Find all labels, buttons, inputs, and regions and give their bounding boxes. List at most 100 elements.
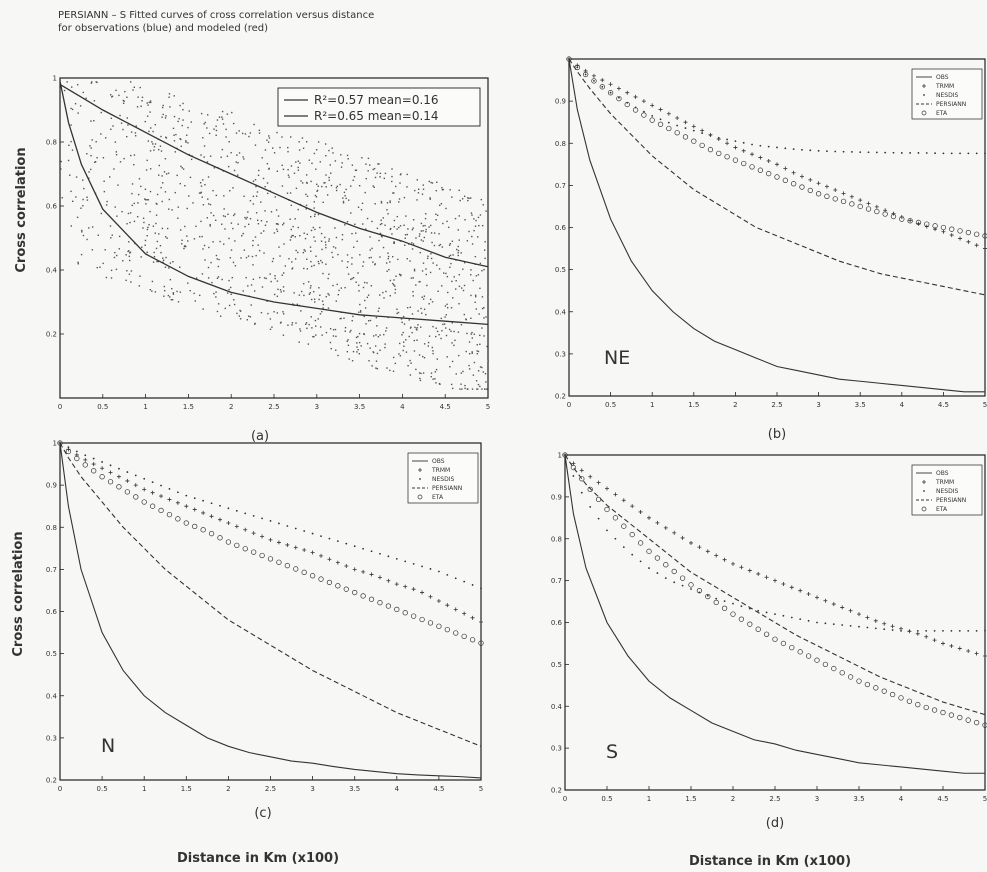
scatter-point (303, 283, 305, 285)
scatter-point (111, 96, 113, 98)
scatter-point (163, 289, 166, 292)
scatter-point (303, 249, 305, 251)
series-trmm-marker (226, 521, 231, 526)
scatter-point (364, 299, 366, 302)
scatter-point (86, 153, 88, 155)
legend-trmm-swatch (418, 468, 422, 472)
legend-eta-swatch (921, 110, 927, 116)
scatter-point (346, 266, 348, 269)
scatter-point (273, 293, 276, 296)
x-tick-label: 0 (567, 401, 571, 409)
scatter-point (162, 261, 164, 264)
scatter-point (454, 339, 456, 342)
scatter-point (310, 229, 313, 232)
scatter-point (423, 343, 426, 345)
scatter-point (344, 330, 346, 332)
scatter-point (435, 382, 437, 384)
scatter-point (294, 258, 297, 260)
scatter-point (476, 350, 478, 352)
scatter-point (328, 238, 330, 240)
legend-nesdis-swatch (419, 478, 421, 480)
scatter-point (290, 204, 293, 207)
series-trmm-marker (344, 564, 349, 569)
scatter-point (320, 232, 323, 235)
scatter-point (163, 295, 165, 297)
series-eta-marker (974, 231, 980, 237)
scatter-point (389, 369, 391, 372)
scatter-point (469, 352, 471, 355)
scatter-point (275, 209, 278, 211)
scatter-point (171, 299, 174, 301)
x-tick-label: 5 (983, 795, 987, 803)
scatter-point (145, 169, 148, 171)
scatter-point (149, 150, 152, 152)
series-trmm-marker (789, 585, 794, 590)
scatter-point (226, 113, 229, 115)
series-trmm-marker (974, 651, 979, 656)
scatter-point (450, 262, 452, 265)
series-nesdis-marker (858, 625, 860, 628)
y-tick-label: 0.2 (46, 331, 57, 339)
scatter-point (172, 127, 175, 130)
scatter-point (187, 282, 189, 284)
series-trmm-marker (815, 595, 819, 600)
scatter-point (91, 139, 93, 141)
scatter-point (187, 240, 189, 242)
scatter-point (213, 128, 215, 130)
series-nesdis-marker (404, 560, 407, 563)
scatter-point (235, 161, 237, 163)
scatter-point (70, 107, 72, 110)
scatter-point (347, 199, 350, 201)
scatter-point (418, 354, 421, 356)
scatter-point (479, 287, 481, 290)
scatter-point (236, 312, 238, 315)
series-eta-marker (982, 722, 987, 728)
series-nesdis-marker (767, 145, 770, 148)
scatter-point (394, 362, 397, 365)
scatter-point (430, 232, 433, 234)
figure-title-line2: for observations (blue) and modeled (red… (58, 23, 268, 34)
scatter-point (396, 308, 398, 310)
series-eta-marker (824, 193, 830, 199)
scatter-point (295, 322, 297, 324)
scatter-point (361, 202, 364, 205)
scatter-point (258, 132, 261, 134)
scatter-point (100, 111, 102, 114)
scatter-point (329, 327, 332, 330)
y-tick-label: 0.6 (46, 203, 58, 211)
scatter-point (351, 263, 353, 265)
scatter-point (398, 353, 400, 355)
scatter-point (164, 157, 167, 160)
scatter-point (163, 171, 166, 173)
scatter-point (187, 126, 189, 129)
scatter-point (152, 261, 155, 263)
scatter-point (237, 162, 239, 164)
scatter-point (249, 132, 252, 134)
scatter-point (165, 173, 168, 175)
series-nesdis-marker (353, 545, 356, 548)
scatter-point (471, 214, 473, 216)
scatter-point (408, 335, 410, 338)
series-trmm-marker (949, 643, 954, 648)
scatter-point (399, 355, 402, 357)
scatter-point (260, 311, 263, 314)
series-eta-marker (641, 112, 647, 118)
scatter-point (145, 203, 147, 205)
scatter-point (329, 164, 331, 166)
scatter-point (70, 140, 72, 143)
scatter-point (139, 86, 141, 89)
scatter-point (282, 311, 284, 313)
scatter-point (368, 360, 370, 362)
series-trmm-marker (260, 534, 265, 539)
series-nesdis-marker (790, 616, 793, 619)
series-trmm-marker (369, 572, 374, 577)
legend-nesdis-swatch (923, 94, 925, 96)
scatter-point (99, 266, 101, 268)
series-eta-marker (208, 530, 215, 537)
scatter-point (305, 204, 308, 207)
scatter-point (266, 300, 268, 302)
scatter-point (419, 233, 421, 235)
series-trmm-marker (957, 646, 962, 651)
scatter-point (113, 256, 116, 259)
scatter-point (358, 311, 360, 313)
